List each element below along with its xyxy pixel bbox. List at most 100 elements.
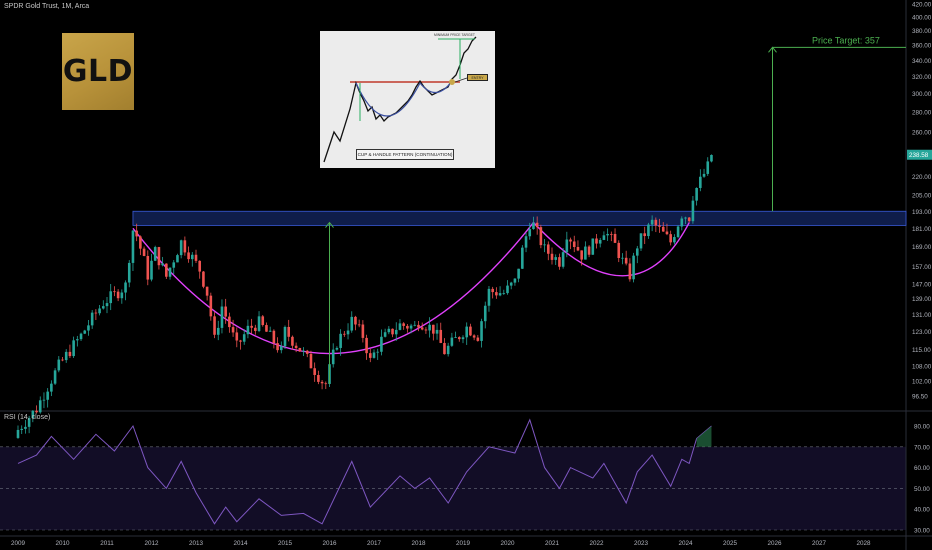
candle	[46, 388, 49, 408]
candle-body	[572, 241, 576, 247]
rsi-title: RSI (14, close)	[4, 414, 51, 421]
candle-body	[380, 336, 383, 352]
rsi-tick-label: 70.00	[914, 444, 930, 451]
candle-body	[72, 340, 75, 357]
candle	[231, 319, 235, 337]
time-tick-label: 2017	[367, 540, 382, 547]
candle-body	[446, 345, 450, 355]
candle	[354, 315, 357, 331]
candle	[90, 310, 94, 329]
candle	[528, 222, 532, 240]
candle	[31, 410, 35, 423]
candle-body	[172, 262, 176, 268]
candle-body	[409, 325, 413, 329]
candle-body	[654, 219, 658, 226]
candle-body	[428, 324, 431, 331]
candle-body	[472, 335, 476, 338]
inset-caption: CUP & HANDLE PATTERN (CONTINUATION)	[356, 149, 454, 160]
candle	[235, 327, 239, 348]
candle-body	[584, 246, 587, 260]
candle	[613, 228, 617, 243]
candle	[639, 233, 643, 251]
candle-body	[598, 239, 602, 244]
time-tick-label: 2013	[189, 540, 204, 547]
candle	[276, 337, 279, 353]
candle-body	[198, 260, 202, 272]
candle	[394, 322, 398, 341]
candle-body	[424, 329, 428, 331]
candle-body	[502, 293, 506, 294]
candle	[476, 334, 480, 342]
candle	[532, 216, 535, 230]
candle	[139, 235, 142, 256]
candle	[561, 248, 565, 269]
candle-body	[480, 321, 483, 341]
candle	[168, 267, 172, 280]
candle	[506, 280, 509, 295]
candle	[465, 322, 469, 345]
price-tick-label: 181.00	[912, 226, 932, 233]
candle-body	[213, 316, 216, 335]
price-tick-label: 220.00	[912, 174, 932, 181]
candle	[268, 326, 272, 332]
candle-body	[413, 324, 417, 326]
candle-body	[357, 324, 361, 326]
candle-body	[673, 237, 676, 243]
candle	[16, 425, 20, 439]
candle-body	[83, 330, 87, 334]
candle-body	[265, 325, 268, 332]
price-tick-label: 108.00	[912, 363, 932, 370]
arrow-head	[325, 221, 334, 228]
candle	[228, 312, 231, 333]
candle	[38, 396, 42, 414]
candle	[313, 362, 316, 382]
candle-body	[216, 327, 220, 335]
candle	[153, 245, 157, 262]
candle-body	[691, 200, 695, 222]
time-tick-label: 2015	[278, 540, 293, 547]
candle-body	[257, 316, 261, 331]
candle	[157, 246, 161, 270]
candle-body	[42, 399, 46, 401]
candle-body	[220, 306, 224, 328]
candle-body	[190, 254, 194, 260]
candle-body	[120, 292, 124, 299]
candle	[402, 322, 405, 330]
candle	[116, 289, 120, 302]
candle-body	[406, 325, 409, 329]
time-tick-label: 2012	[144, 540, 159, 547]
price-tick-label: 360.00	[912, 43, 932, 50]
candle	[72, 336, 75, 358]
candle	[669, 230, 672, 246]
candle-body	[676, 226, 680, 238]
candle-body	[606, 233, 609, 236]
candle	[79, 332, 83, 341]
candle	[391, 328, 394, 338]
candle	[702, 168, 706, 178]
candle-body	[231, 327, 235, 333]
candle	[691, 195, 695, 224]
candle	[710, 154, 713, 163]
candle	[524, 232, 528, 253]
candle	[287, 319, 291, 342]
candle	[676, 225, 680, 239]
cup-handle-inset: MINIMUM PRICE TARGET ENTRY CUP & HANDLE …	[320, 31, 495, 168]
candle-body	[699, 176, 702, 188]
candle	[265, 322, 268, 332]
candle-body	[38, 400, 42, 413]
candle	[376, 348, 380, 360]
candle	[472, 334, 476, 341]
candle-body	[242, 334, 246, 342]
candle	[695, 187, 698, 206]
candle	[661, 222, 665, 232]
inset-price-line	[323, 36, 477, 163]
candle-body	[535, 222, 539, 228]
candle	[587, 245, 591, 258]
candle-body	[483, 305, 487, 322]
candle-body	[209, 295, 213, 317]
candle-body	[346, 330, 350, 335]
candle-body	[543, 244, 546, 246]
inset-diagram	[320, 31, 495, 168]
candle	[546, 241, 550, 261]
candle-body	[98, 308, 101, 314]
